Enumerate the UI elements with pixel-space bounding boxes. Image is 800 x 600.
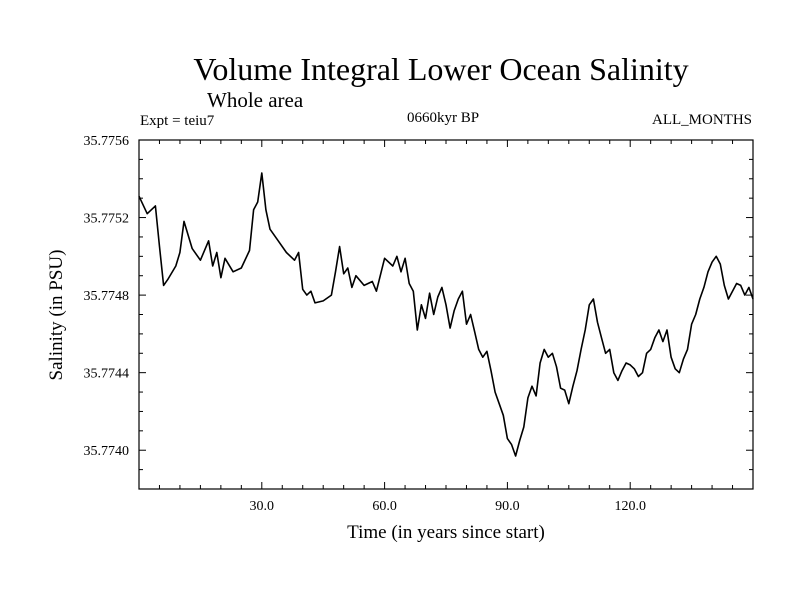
period-label: 0660kyr BP [407, 110, 479, 126]
x-tick-label: 60.0 [372, 499, 397, 514]
y-ticks: 35.7740 35.7744 35.7748 35.7752 35.7756 [84, 134, 753, 471]
x-axis-label: Time (in years since start) [347, 522, 545, 543]
salinity-series-line [138, 172, 754, 457]
y-tick-label: 35.7756 [84, 134, 130, 149]
y-tick-label: 35.7740 [84, 444, 130, 459]
chart-title: Volume Integral Lower Ocean Salinity [193, 51, 688, 87]
x-tick-label: 120.0 [614, 499, 646, 514]
chart-subtitle: Whole area [207, 88, 304, 112]
experiment-label: Expt = teiu7 [140, 113, 215, 129]
y-tick-label: 35.7744 [84, 367, 130, 382]
y-tick-label: 35.7748 [84, 289, 130, 304]
months-label: ALL_MONTHS [652, 112, 752, 128]
x-tick-label: 90.0 [495, 499, 520, 514]
y-axis-label: Salinity (in PSU) [46, 250, 67, 381]
y-tick-label: 35.7752 [84, 212, 130, 227]
x-ticks: 30.0 60.0 90.0 120.0 [158, 140, 734, 514]
x-tick-label: 30.0 [250, 499, 275, 514]
plot-frame [138, 139, 754, 490]
